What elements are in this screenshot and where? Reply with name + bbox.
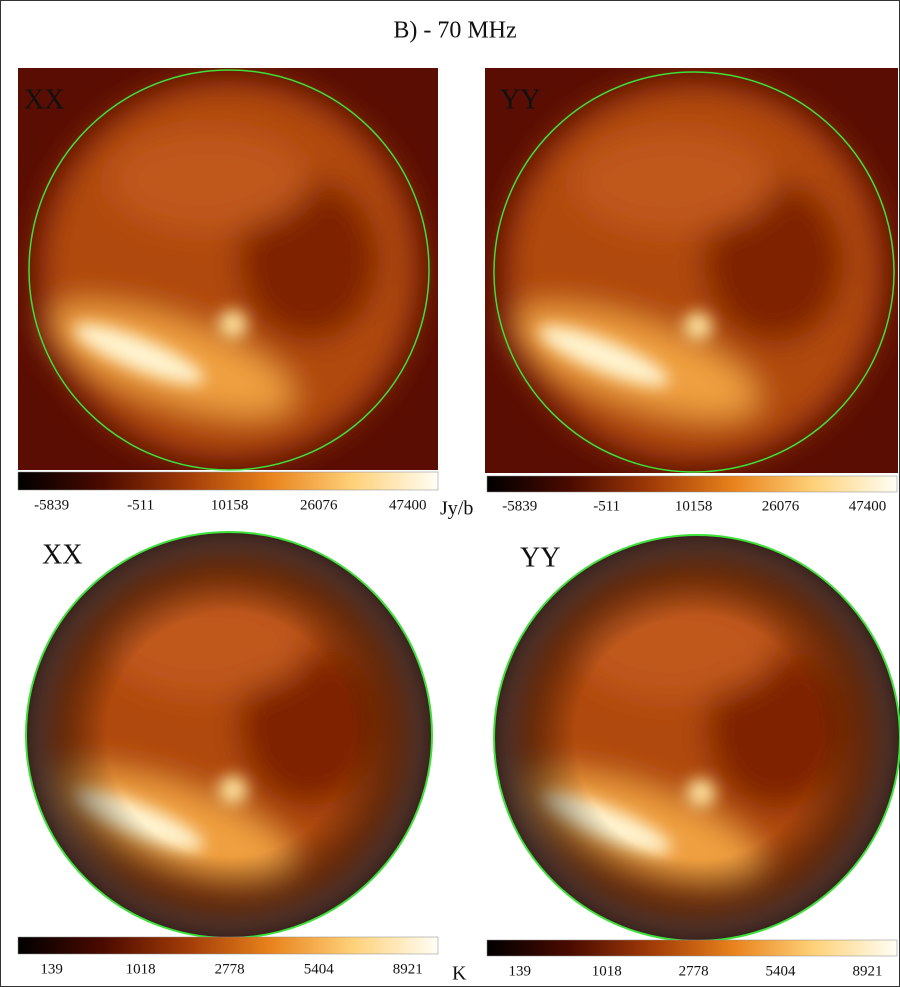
- colorbar-tick-label: 5404: [304, 961, 335, 977]
- sky-map-panel: YY -5839 -511 10158 26076 47400: [485, 68, 898, 514]
- emission: [684, 312, 712, 340]
- figure: B) - 70 MHz Jy/b K XX -5839 -511 10158 26076…: [0, 0, 900, 987]
- colorbar-tick-label: -5839: [34, 497, 69, 513]
- colorbar-tick-label: 47400: [849, 498, 887, 514]
- colorbar-tick-label: 10158: [211, 497, 249, 513]
- unit-label: K: [452, 963, 467, 985]
- sky-map-image: [494, 535, 900, 941]
- panel-label: YY: [520, 542, 560, 573]
- colorbar-tick-label: -5839: [502, 498, 537, 514]
- panel-label: XX: [42, 539, 82, 570]
- figure-title: B) - 70 MHz: [393, 18, 516, 44]
- colorbar-tick-label: -511: [127, 497, 154, 513]
- sky-map-image: [18, 68, 438, 470]
- colorbar-tick-label: 26076: [300, 497, 338, 513]
- unit-label: Jy/b: [440, 498, 473, 520]
- panel-label: XX: [24, 84, 64, 115]
- sky-map-panel: XX -5839 -511 10158 26076 47400: [18, 68, 438, 513]
- limb: [26, 532, 432, 938]
- sky-map-panel: YY 139 1018 2778 5404 8921: [487, 535, 900, 979]
- sky-map-image: [26, 532, 432, 938]
- colorbar-tick-label: 26076: [762, 498, 800, 514]
- panel-label: YY: [500, 84, 540, 115]
- colorbar: [18, 472, 438, 490]
- colorbar-tick-label: 139: [509, 963, 532, 979]
- colorbar-tick-label: 2778: [215, 961, 245, 977]
- colorbar-tick-label: -511: [593, 498, 620, 514]
- colorbar-tick-label: 2778: [679, 963, 709, 979]
- colorbar: [487, 476, 897, 492]
- colorbar-tick-label: 139: [40, 961, 63, 977]
- colorbar: [18, 937, 438, 954]
- colorbar-tick-label: 10158: [675, 498, 713, 514]
- emission: [219, 310, 247, 338]
- colorbar-tick-label: 8921: [852, 963, 882, 979]
- colorbar: [487, 940, 897, 956]
- limb: [494, 535, 900, 941]
- colorbar-tick-label: 1018: [126, 961, 156, 977]
- sky-map-panel: XX 139 1018 2778 5404 8921: [18, 532, 438, 977]
- colorbar-tick-label: 1018: [592, 963, 622, 979]
- colorbar-tick-label: 47400: [389, 497, 427, 513]
- emission: [109, 130, 309, 230]
- colorbar-tick-label: 5404: [766, 963, 797, 979]
- emission: [574, 132, 774, 232]
- colorbar-tick-label: 8921: [393, 961, 423, 977]
